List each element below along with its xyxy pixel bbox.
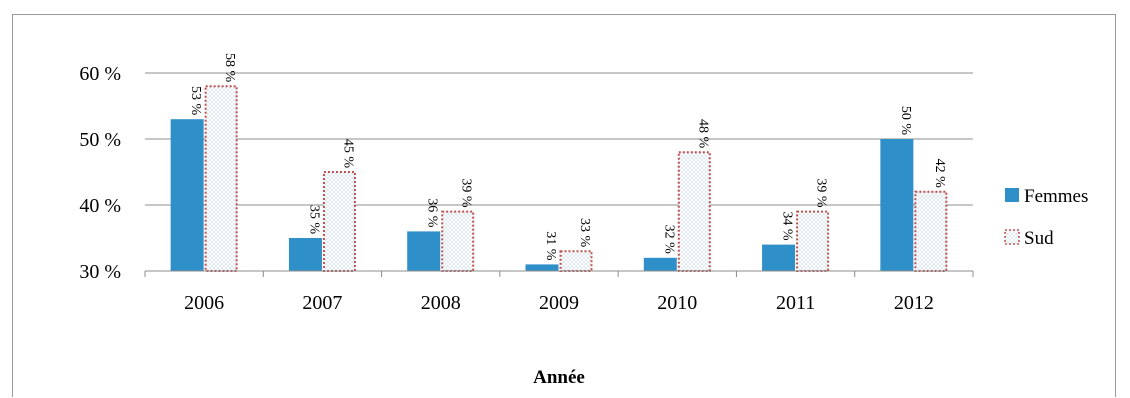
- category-label: 2010: [657, 292, 697, 314]
- x-axis-title: Année: [533, 367, 585, 388]
- category-label: 2012: [894, 292, 934, 314]
- category-label: 2011: [776, 292, 815, 314]
- bar-femmes-2011: [762, 244, 796, 271]
- bars: [170, 85, 948, 273]
- legend-swatch-sud: [1004, 229, 1020, 245]
- legend: Femmes Sud: [1004, 186, 1088, 249]
- data-label: 53 %: [188, 86, 203, 116]
- data-label: 35 %: [306, 205, 321, 235]
- legend-swatch-femmes: [1005, 188, 1019, 202]
- data-label: 39 %: [814, 178, 829, 208]
- category-label: 2006: [184, 292, 224, 314]
- data-label: 45 %: [340, 139, 355, 169]
- bar-sud-2009: [559, 250, 593, 272]
- bar-sud-2006: [204, 85, 238, 272]
- bar-sud-2008: [441, 210, 475, 273]
- bar-femmes-2006: [170, 119, 204, 271]
- bar-sud-2012: [914, 190, 948, 272]
- data-label: 36 %: [425, 198, 440, 228]
- y-tick-label: 40 %: [79, 195, 121, 217]
- data-labels: 53 % 58 % 35 % 45 % 36 % 39 % 31 % 33 % 32 % 48 %…: [188, 53, 947, 261]
- y-tick-label: 30 %: [79, 261, 121, 283]
- category-label: 2009: [539, 292, 579, 314]
- data-label: 32 %: [661, 225, 676, 255]
- bar-sud-2007: [322, 171, 356, 272]
- category-label: 2008: [421, 292, 461, 314]
- y-tick-label: 50 %: [79, 129, 121, 151]
- category-labels: 2006 2007 2008 2009 2010 2011 2012: [184, 292, 934, 314]
- bar-femmes-2012: [880, 139, 914, 271]
- x-axis: [144, 270, 974, 277]
- bar-femmes-2009: [525, 264, 559, 271]
- data-label: 50 %: [898, 106, 913, 136]
- data-label: 31 %: [543, 231, 558, 261]
- bar-femmes-2010: [643, 257, 677, 271]
- data-label: 39 %: [459, 178, 474, 208]
- bar-femmes-2008: [407, 231, 441, 271]
- chart-frame: 30 % 40 % 50 % 60 % 53 % 58 % 35 % 45 % 36 % 39 …: [12, 14, 1116, 397]
- data-label: 48 %: [695, 119, 710, 149]
- grid-lines: [145, 72, 973, 206]
- y-axis-ticks: 30 % 40 % 50 % 60 %: [79, 63, 121, 283]
- legend-label-femmes: Femmes: [1024, 186, 1088, 207]
- bar-chart: 30 % 40 % 50 % 60 % 53 % 58 % 35 % 45 % 36 % 39 …: [79, 53, 1088, 388]
- data-label: 58 %: [222, 53, 237, 83]
- data-label: 42 %: [932, 159, 947, 189]
- category-label: 2007: [302, 292, 342, 314]
- bar-sud-2010: [677, 151, 711, 272]
- bar-femmes-2007: [288, 238, 322, 271]
- data-label: 34 %: [780, 211, 795, 241]
- y-tick-label: 60 %: [79, 63, 121, 85]
- bar-sud-2011: [796, 210, 830, 273]
- data-label: 33 %: [577, 218, 592, 248]
- legend-label-sud: Sud: [1024, 228, 1054, 249]
